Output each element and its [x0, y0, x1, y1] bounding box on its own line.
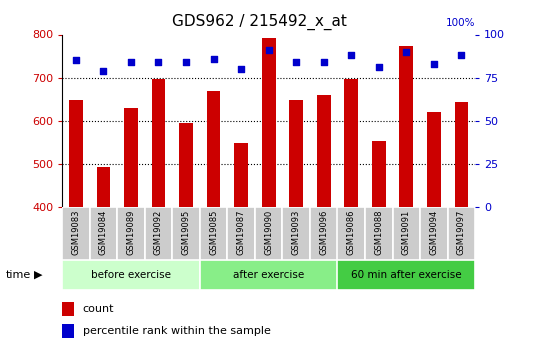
- Text: 60 min after exercise: 60 min after exercise: [351, 270, 462, 280]
- Text: after exercise: after exercise: [233, 270, 304, 280]
- Bar: [393, 207, 420, 260]
- Bar: [124, 108, 138, 207]
- Text: GSM19096: GSM19096: [319, 210, 328, 255]
- Point: [457, 52, 465, 58]
- Point: [402, 49, 410, 55]
- Point: [210, 56, 218, 61]
- Text: GSM19085: GSM19085: [209, 210, 218, 255]
- Bar: [69, 100, 83, 207]
- Text: before exercise: before exercise: [91, 270, 171, 280]
- Bar: [117, 207, 145, 260]
- Text: GSM19094: GSM19094: [429, 210, 438, 255]
- Text: ▶: ▶: [33, 270, 42, 280]
- Text: GSM19086: GSM19086: [347, 210, 356, 255]
- Bar: [310, 207, 338, 260]
- Point: [237, 66, 245, 72]
- Bar: [345, 79, 358, 207]
- Bar: [152, 79, 165, 207]
- Bar: [262, 38, 275, 207]
- Text: 100%: 100%: [446, 18, 475, 28]
- Text: GSM19088: GSM19088: [374, 210, 383, 255]
- Bar: [365, 207, 393, 260]
- Text: GSM19083: GSM19083: [71, 210, 80, 255]
- Bar: [420, 207, 448, 260]
- Bar: [427, 112, 441, 207]
- Bar: [282, 207, 310, 260]
- Bar: [200, 260, 338, 290]
- Point: [126, 59, 135, 65]
- Point: [265, 47, 273, 53]
- Bar: [62, 303, 75, 316]
- Bar: [200, 207, 227, 260]
- Bar: [207, 91, 220, 207]
- Bar: [455, 102, 468, 207]
- Bar: [179, 123, 193, 207]
- Text: GSM19090: GSM19090: [264, 210, 273, 255]
- Bar: [317, 95, 330, 207]
- Bar: [62, 260, 200, 290]
- Bar: [234, 143, 248, 207]
- Bar: [338, 260, 475, 290]
- Point: [181, 59, 190, 65]
- Bar: [62, 207, 90, 260]
- Bar: [400, 46, 413, 207]
- Text: GSM19093: GSM19093: [292, 210, 301, 255]
- Bar: [227, 207, 255, 260]
- Bar: [172, 207, 200, 260]
- Bar: [90, 207, 117, 260]
- Text: count: count: [83, 304, 114, 314]
- Text: GDS962 / 215492_x_at: GDS962 / 215492_x_at: [172, 14, 347, 30]
- Bar: [338, 207, 365, 260]
- Bar: [372, 141, 386, 207]
- Text: GSM19089: GSM19089: [126, 210, 136, 255]
- Bar: [62, 324, 75, 338]
- Bar: [289, 100, 303, 207]
- Bar: [145, 207, 172, 260]
- Text: GSM19084: GSM19084: [99, 210, 108, 255]
- Point: [429, 61, 438, 67]
- Point: [292, 59, 300, 65]
- Point: [154, 59, 163, 65]
- Bar: [97, 167, 110, 207]
- Point: [319, 59, 328, 65]
- Text: GSM19091: GSM19091: [402, 210, 411, 255]
- Bar: [448, 207, 475, 260]
- Bar: [255, 207, 282, 260]
- Point: [347, 52, 355, 58]
- Text: percentile rank within the sample: percentile rank within the sample: [83, 326, 271, 336]
- Point: [71, 58, 80, 63]
- Text: GSM19087: GSM19087: [237, 210, 246, 255]
- Text: GSM19095: GSM19095: [181, 210, 191, 255]
- Point: [374, 65, 383, 70]
- Text: GSM19097: GSM19097: [457, 210, 466, 255]
- Text: time: time: [5, 270, 31, 280]
- Point: [99, 68, 108, 73]
- Text: GSM19092: GSM19092: [154, 210, 163, 255]
